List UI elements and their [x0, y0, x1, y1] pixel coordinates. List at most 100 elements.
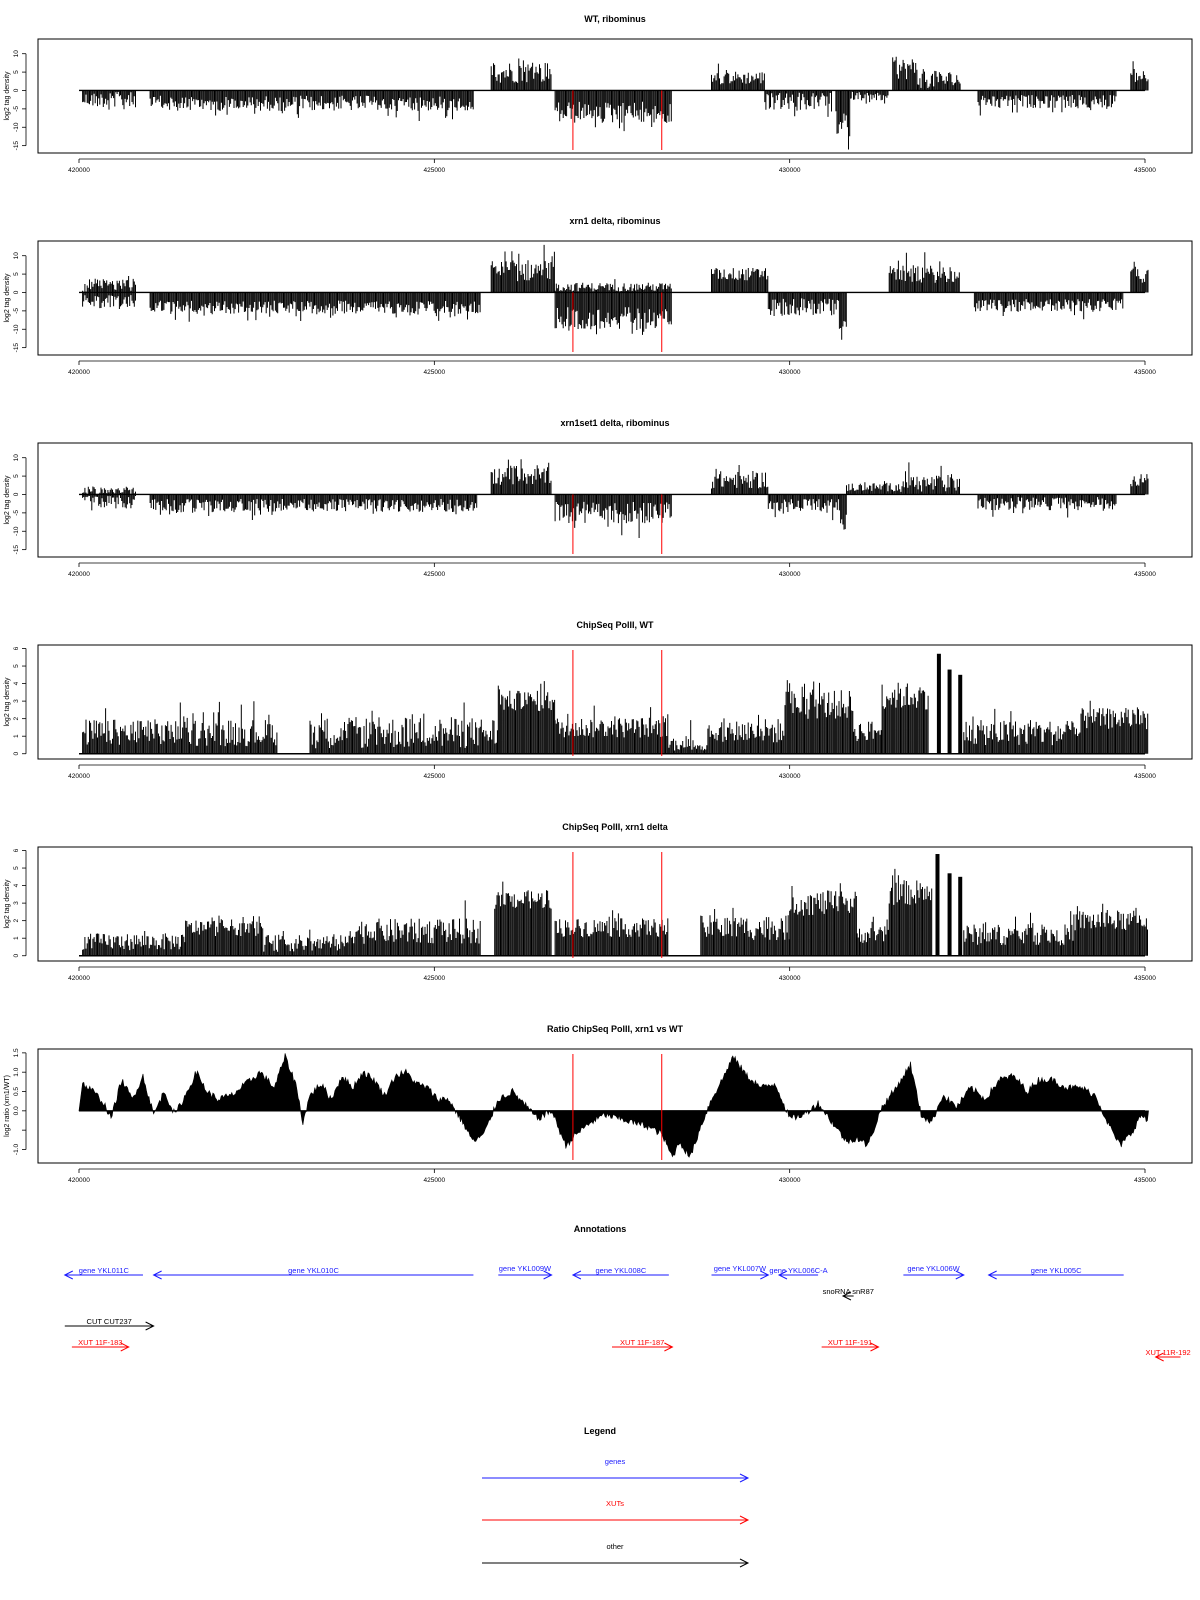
x-tick-label: 430000	[779, 1177, 801, 1184]
x-axis: 420000 425000 430000 435000	[68, 562, 1156, 578]
x-tick-label: 425000	[423, 975, 445, 982]
annotation-label: gene YKL006C-A	[769, 1266, 827, 1275]
density-bars	[82, 680, 1149, 754]
density-bars	[82, 868, 1148, 956]
annotation-label: CUT CUT237	[87, 1317, 132, 1326]
y-tick-label: -1.0	[13, 1143, 20, 1155]
annotation-arrow: gene YKL010C	[152, 1266, 474, 1280]
x-tick-label: 425000	[423, 369, 445, 376]
x-tick-label: 430000	[779, 975, 801, 982]
density-bars	[82, 459, 1149, 538]
x-tick-label: 420000	[68, 1177, 90, 1184]
x-tick-label: 430000	[779, 571, 801, 578]
chart-title: xrn1 delta, ribominus	[569, 216, 660, 226]
annotation-arrow: gene YKL009W	[498, 1264, 553, 1280]
plot-frame	[37, 644, 1193, 760]
x-axis: 420000 425000 430000 435000	[68, 966, 1156, 982]
y-tick-label: 0.0	[13, 1106, 20, 1115]
arrow-head	[777, 1270, 788, 1280]
y-tick-label: 0	[13, 954, 20, 958]
y-axis: 0 1 2 3 4 5 6	[13, 646, 27, 756]
chart-panel-1: WT, ribominus -15 -10 -5 0 5 10 log2 tag densit…	[4, 14, 1193, 174]
annotation-label: XUT 11R-192	[1146, 1348, 1191, 1357]
x-axis: 420000 425000 430000 435000	[68, 360, 1156, 376]
arrow-head	[739, 1515, 750, 1525]
arrow-head	[543, 1270, 553, 1280]
y-tick-label: 10	[13, 252, 20, 260]
y-tick-label: 1.5	[13, 1048, 20, 1057]
ratio-area	[78, 1053, 1149, 1158]
y-axis: -15 -10 -5 0 5 10	[13, 50, 27, 150]
arrow-head	[955, 1270, 965, 1280]
y-axis-label: log2 ratio (xrn1/WT)	[4, 1075, 11, 1137]
chart-panel-2: xrn1 delta, ribominus -15 -10 -5 0 5 10 log2 ta…	[4, 216, 1193, 376]
data-marks	[79, 653, 1149, 755]
chart-panel-6: Ratio ChipSeq PolII, xrn1 vs WT -1.0 0.0 0.…	[4, 1024, 1193, 1184]
y-tick-label: 1.0	[13, 1067, 20, 1076]
y-tick-label: 1	[13, 734, 20, 738]
y-tick-label: 4	[13, 681, 20, 685]
annotation-arrow: XUT 11F-187	[612, 1338, 674, 1352]
data-marks	[79, 854, 1148, 957]
legend: Legend genes XUTs other	[482, 1426, 750, 1568]
annotation-label: gene YKL005C	[1031, 1266, 1082, 1275]
x-axis: 420000 425000 430000 435000	[68, 1168, 1156, 1184]
annotation-label: gene YKL008C	[596, 1266, 647, 1275]
x-tick-label: 435000	[1134, 571, 1156, 578]
legend-entry: XUTs	[482, 1499, 750, 1525]
data-marks	[79, 56, 1149, 150]
density-bars	[82, 244, 1149, 340]
annotation-label: gene YKL006W	[907, 1264, 960, 1273]
y-tick-label: 1	[13, 936, 20, 940]
x-tick-label: 435000	[1134, 773, 1156, 780]
y-axis: -1.0 0.0 0.5 1.0 1.5	[13, 1048, 27, 1155]
annotation-arrow: gene YKL005C	[987, 1266, 1124, 1280]
y-tick-label: -5	[13, 106, 20, 112]
y-tick-label: -15	[13, 545, 20, 555]
legend-entry-label: XUTs	[606, 1499, 624, 1508]
x-tick-label: 420000	[68, 773, 90, 780]
y-tick-label: -5	[13, 510, 20, 516]
density-spike	[947, 873, 952, 956]
x-tick-label: 430000	[779, 773, 801, 780]
plot-frame	[37, 1048, 1193, 1164]
arrow-head	[987, 1270, 997, 1280]
annotation-arrow: XUT 11F-183	[71, 1338, 130, 1352]
annotation-label: gene YKL009W	[499, 1264, 552, 1273]
y-tick-label: 10	[13, 50, 20, 58]
x-tick-label: 430000	[779, 167, 801, 174]
annotation-arrow: XUT 11F-191	[821, 1338, 880, 1352]
y-tick-label: 0	[13, 492, 20, 496]
annotation-label: XUT 11F-187	[620, 1338, 664, 1347]
chart-title: ChipSeq PolII, WT	[577, 620, 654, 630]
legend-entry-label: genes	[605, 1457, 626, 1466]
plot-frame	[37, 846, 1193, 962]
x-tick-label: 420000	[68, 369, 90, 376]
arrow-head	[571, 1270, 582, 1280]
y-tick-label: 0.5	[13, 1087, 20, 1096]
y-axis-label: log2 tag density	[4, 879, 11, 929]
annotation-arrow: XUT 11R-192	[1146, 1348, 1191, 1362]
annotations-track: Annotations gene YKL011C gene YKL010C gene …	[63, 1224, 1191, 1362]
density-spike	[935, 854, 940, 956]
annotation-label: XUT 11F-183	[78, 1338, 122, 1347]
y-tick-label: 2	[13, 918, 20, 922]
y-tick-label: 6	[13, 848, 20, 852]
x-tick-label: 425000	[423, 571, 445, 578]
x-tick-label: 435000	[1134, 369, 1156, 376]
arrow-head	[841, 1291, 852, 1301]
annotation-label: gene YKL007W	[714, 1264, 767, 1273]
y-tick-label: -15	[13, 343, 20, 353]
annotation-arrow: CUT CUT237	[64, 1317, 155, 1331]
chart-panel-4: ChipSeq PolII, WT 0 1 2 3 4 5 6 log2 tag density…	[4, 620, 1193, 780]
y-axis-label: log2 tag density	[4, 677, 11, 727]
x-tick-label: 420000	[68, 167, 90, 174]
y-tick-label: -10	[13, 526, 20, 536]
density-bars	[82, 56, 1149, 150]
legend-entry-label: other	[606, 1542, 624, 1551]
chart-title: ChipSeq PolII, xrn1 delta	[562, 822, 669, 832]
density-spike	[958, 876, 963, 956]
x-tick-label: 425000	[423, 773, 445, 780]
data-marks	[79, 244, 1149, 340]
arrow-head	[152, 1270, 162, 1280]
